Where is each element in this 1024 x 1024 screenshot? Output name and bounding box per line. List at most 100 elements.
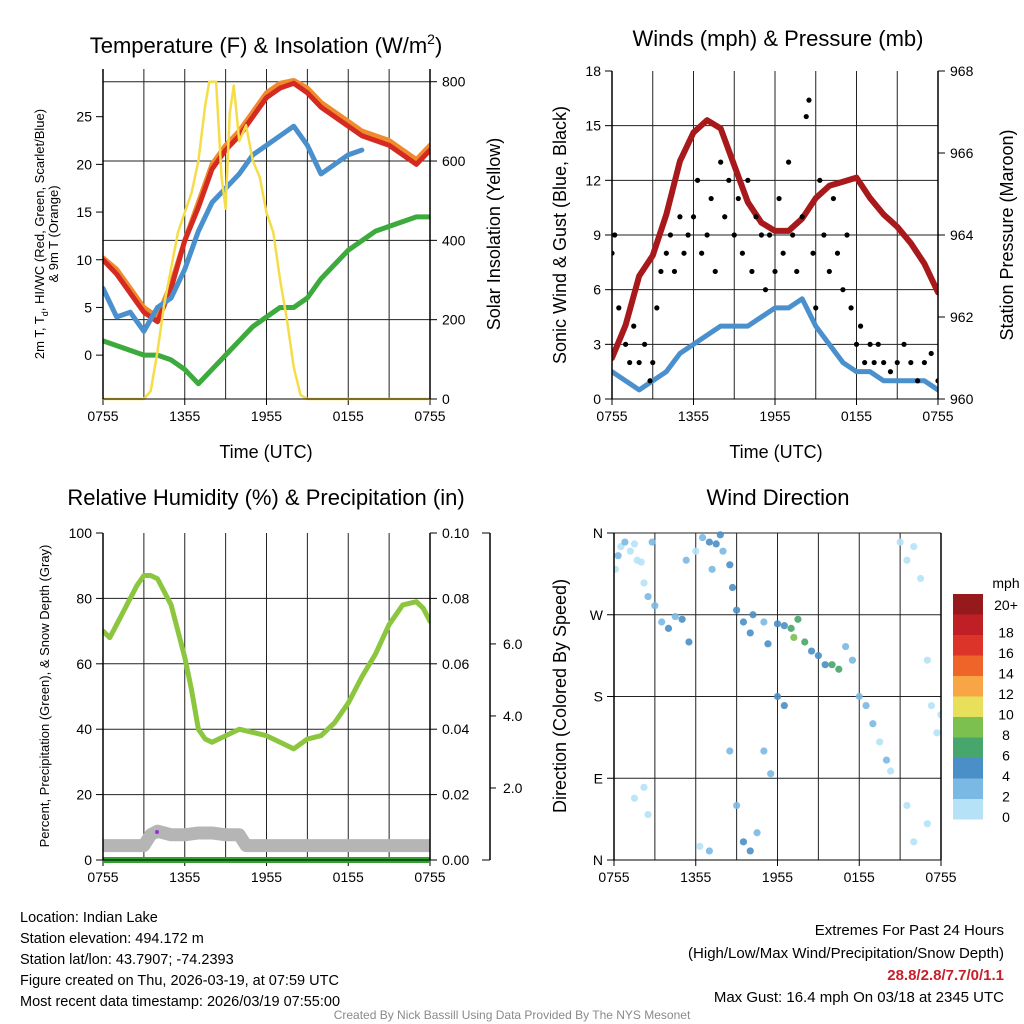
y-right-tick-label: 960 [950,391,974,407]
snow-depth-line [103,824,430,853]
y-tick-label: 20 [76,787,92,803]
solar-y-label: Solar Insolation (Yellow) [484,138,504,330]
direction-point [848,656,857,664]
direction-point [664,624,673,632]
direction-point [821,661,829,669]
direction-point [876,738,884,746]
y-right-tick-label: 0 [442,391,450,407]
direction-point [678,615,686,623]
speed-legend-swatch [953,655,983,676]
x-tick-label: 1355 [169,408,200,424]
direction-y-label: Direction (Colored By Speed) [550,579,570,813]
direction-point [780,622,788,630]
y-tick-label: N [593,852,603,868]
direction-point [640,783,648,791]
gust-point [616,305,622,311]
direction-point [648,538,656,546]
direction-point [705,847,713,855]
direction-point [726,747,734,755]
gust-point [712,268,718,275]
y-tick-label: 0 [84,347,92,363]
y-right-tick-label: 800 [442,74,466,90]
direction-point [787,624,795,632]
gust-point [745,177,751,183]
direction-point [903,556,911,564]
gust-point [790,232,796,238]
direction-point [733,801,741,810]
footer-latlon: Station lat/lon: 43.7907; -74.2393 [20,952,234,968]
direction-point [739,838,748,846]
speed-legend-label: 16 [998,645,1014,661]
direction-point [708,565,716,573]
direction-point [712,540,720,548]
max-gust: Max Gust: 16.4 mph On 03/18 at 2345 UTC [714,989,1004,1006]
speed-legend-swatch [953,676,983,697]
gust-point [908,359,914,366]
direction-point [780,701,788,710]
gust-point [853,341,860,347]
y-tick-label: 0 [593,391,601,407]
x-tick-label: 0755 [87,408,118,424]
y-right-tick-label: 966 [950,145,974,161]
y-tick-label: W [590,607,604,623]
direction-point [644,592,652,601]
gust-point [817,177,823,183]
direction-point [728,583,737,592]
wind-direction-panel-title: Wind Direction [706,485,849,510]
x-tick-label: 1955 [251,869,282,885]
direction-point [862,701,870,710]
extremes-values: 28.8/2.8/7.7/0/1.1 [887,967,1004,984]
precip-type-marker [155,830,159,834]
temperature-panel-title: Temperature (F) & Insolation (W/m2) [90,31,443,58]
x-tick-label: 0755 [922,408,953,424]
speed-legend-label: 2 [1002,789,1010,805]
data-layer [612,97,938,393]
y-right-tick-label: 968 [950,63,974,79]
gust-point [731,232,737,238]
x-tick-label: 0755 [925,869,956,885]
y-tick-label: 60 [76,656,92,672]
direction-point [937,711,941,719]
direction-point [692,547,700,555]
direction-point [716,531,724,539]
gust-point [776,195,782,202]
credit: Created By Nick Bassill Using Data Provi… [334,1008,691,1022]
direction-point [842,642,850,651]
gust-point [704,232,710,238]
direction-point [671,612,679,621]
direction-point [637,558,645,566]
speed-legend-swatch [953,717,983,738]
gust-point [690,214,697,220]
x-tick-label: 0155 [844,869,875,885]
gust-point [894,359,900,366]
speed-legend-label: 18 [998,625,1014,641]
panel-1: 0755 1355 1955 0155 075503691215189609629649… [585,63,973,424]
y-right-tick-label: 964 [950,227,974,243]
y-right-tick-label: 0.08 [442,590,469,606]
y-tick-label: 100 [69,525,93,541]
y-right-tick-label: 0.00 [442,852,469,868]
direction-point [910,543,918,551]
gust-point [749,268,755,275]
direction-point [910,838,918,846]
speed-legend-swatch [953,799,983,820]
x-tick-label: 0755 [87,869,118,885]
y-right-tick-label: 0.06 [442,656,469,672]
gust-point [735,195,741,202]
y-tick-label: 18 [585,63,601,79]
humidity-panel-title: Relative Humidity (%) & Precipitation (i… [67,485,464,510]
direction-point [685,638,693,646]
direction-point [869,720,877,728]
gust-point [772,268,778,275]
y-right-tick-label: 200 [442,312,466,328]
gust-point [901,341,907,347]
gust-point [887,369,894,375]
gust-point [722,214,728,220]
direction-point [814,652,822,660]
y-tick-label: 3 [593,336,601,352]
direction-point [773,692,782,701]
gust-point [840,287,846,293]
y-tick-label: 40 [76,721,92,737]
